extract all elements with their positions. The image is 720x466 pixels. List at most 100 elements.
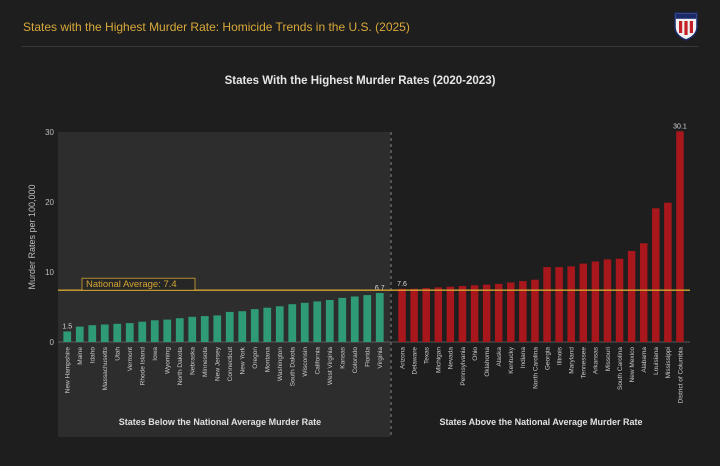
- bar-alabama: [639, 243, 648, 342]
- bar-kansas: [338, 297, 347, 342]
- x-tick-label: District of Columbia: [677, 347, 684, 404]
- bar-minnesota: [200, 316, 209, 342]
- x-tick-label: Louisiana: [653, 347, 660, 375]
- x-tick-label: New Hampshire: [65, 347, 72, 394]
- x-tick-label: Pennsylvania: [460, 347, 467, 386]
- below-group-label: States Below the National Average Murder…: [119, 417, 321, 427]
- bar-idaho: [88, 325, 97, 342]
- x-tick-label: Nebraska: [190, 347, 197, 375]
- x-tick-label: Florida: [365, 347, 372, 367]
- bar-washington: [275, 306, 284, 342]
- bar-montana: [263, 307, 272, 342]
- x-tick-label: Nevada: [448, 347, 455, 370]
- bar-wisconsin: [300, 302, 309, 342]
- y-axis-ticks: 0 10 20 30: [45, 128, 54, 347]
- x-tick-label: Utah: [115, 347, 122, 361]
- x-tick-label: Delaware: [411, 347, 418, 375]
- bar-rhode-island: [138, 321, 147, 342]
- bar-arkansas: [591, 261, 600, 342]
- bar-new-hampshire: [63, 331, 72, 342]
- data-label: 7.6: [397, 281, 407, 288]
- x-tick-label: Alaska: [496, 347, 503, 367]
- page-title: States with the Highest Murder Rate: Hom…: [23, 20, 410, 34]
- bar-iowa: [150, 320, 159, 342]
- bar-michigan: [434, 287, 443, 342]
- national-average-box: [81, 277, 196, 291]
- x-tick-label: Maryland: [569, 347, 576, 374]
- x-tick-label: South Dakota: [290, 347, 297, 387]
- chart-title: States With the Highest Murder Rates (20…: [225, 75, 496, 87]
- x-tick-label: Wisconsin: [302, 347, 309, 377]
- bar-florida: [363, 295, 372, 342]
- data-label: 6.7: [375, 285, 385, 292]
- bar-mississippi: [664, 202, 672, 342]
- x-tick-label: Mississippi: [665, 347, 672, 378]
- header-divider: [22, 46, 698, 47]
- x-tick-label: Washington: [277, 347, 284, 381]
- x-tick-label: Alabama: [641, 347, 648, 373]
- bar-vermont: [125, 323, 134, 342]
- bar-south-carolina: [615, 258, 624, 342]
- x-tick-label: Massachusetts: [102, 346, 109, 390]
- bar-maryland: [567, 266, 575, 342]
- x-tick-label: Minnesota: [202, 347, 209, 377]
- bar-wyoming: [163, 319, 172, 342]
- data-label: 30.1: [673, 123, 687, 130]
- x-tick-label: Kentucky: [508, 346, 515, 373]
- bar-alaska: [494, 283, 503, 342]
- bar-delaware: [410, 288, 418, 342]
- bar-oklahoma: [482, 284, 491, 342]
- x-tick-label: New Jersey: [215, 346, 222, 381]
- x-tick-label: North Carolina: [532, 347, 539, 389]
- bars-layer: New Hampshire 1.5 Maine Idaho Massachusetts U…: [62, 123, 686, 403]
- y-tick-label: 30: [45, 128, 54, 137]
- bar-nevada: [446, 286, 455, 342]
- x-tick-label: North Dakota: [177, 347, 184, 386]
- bar-ohio: [470, 285, 479, 342]
- x-tick-label: Virginia: [377, 347, 384, 369]
- y-tick-label: 0: [50, 338, 55, 347]
- bar-connecticut: [225, 311, 234, 342]
- x-tick-label: Idaho: [90, 347, 97, 364]
- x-tick-label: Oklahoma: [484, 347, 491, 377]
- bar-nebraska: [188, 316, 197, 342]
- bar-louisiana: [652, 208, 660, 342]
- x-tick-label: Montana: [265, 347, 272, 373]
- bar-utah: [113, 323, 122, 342]
- x-tick-label: Vermont: [127, 347, 134, 371]
- bar-indiana: [519, 281, 527, 342]
- bar-maine: [75, 326, 84, 342]
- x-tick-label: Tennessee: [581, 347, 588, 379]
- above-group-label: States Above the National Average Murder…: [439, 417, 642, 427]
- bar-illinois: [555, 267, 563, 342]
- x-tick-label: Indiana: [520, 347, 527, 369]
- bar-tennessee: [579, 263, 588, 342]
- x-tick-label: Maine: [77, 347, 84, 365]
- x-tick-label: Oregon: [252, 347, 259, 369]
- x-tick-label: Kansas: [340, 346, 347, 368]
- bar-district-of-columbia: [676, 131, 684, 342]
- bar-oregon: [250, 309, 259, 342]
- bar-arizona: [398, 288, 406, 342]
- x-tick-label: Arizona: [399, 347, 406, 369]
- x-tick-label: Michigan: [436, 347, 443, 373]
- bar-new-york: [238, 311, 247, 342]
- bar-south-dakota: [288, 304, 297, 342]
- bar-missouri: [603, 259, 612, 342]
- y-axis-label: Murder Rates per 100,000: [27, 184, 37, 289]
- y-tick-label: 10: [45, 268, 54, 277]
- average-line-layer: National Average: 7.4: [58, 277, 690, 291]
- bar-colorado: [350, 296, 359, 342]
- bar-texas: [422, 288, 430, 342]
- x-tick-label: Iowa: [152, 347, 159, 361]
- national-average-label: National Average: 7.4: [86, 279, 177, 290]
- x-tick-label: West Virginia: [327, 347, 334, 385]
- bar-virginia: [375, 293, 384, 342]
- x-tick-label: New Mexico: [629, 347, 636, 383]
- x-tick-label: Georgia: [544, 347, 551, 371]
- x-tick-label: Wyoming: [165, 347, 172, 374]
- x-tick-label: Rhode Island: [140, 347, 147, 386]
- bar-north-carolina: [531, 279, 539, 342]
- x-tick-label: Colorado: [352, 347, 359, 374]
